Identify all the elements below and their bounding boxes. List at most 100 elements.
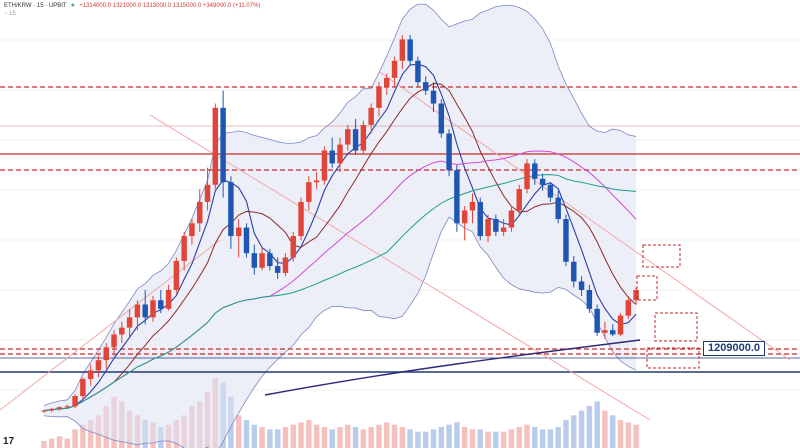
volume-bar	[578, 410, 585, 448]
candle-body	[235, 227, 242, 237]
symbol-label: ETH/KRW · 15 · UPBIT	[4, 3, 67, 9]
indicator-label: ~ 15	[4, 11, 16, 17]
volume-bar	[48, 438, 55, 448]
bollinger-lower	[43, 216, 637, 448]
candle-body	[532, 163, 538, 179]
candle-body	[111, 334, 117, 348]
volume-bar	[290, 424, 296, 448]
volume-bar	[352, 427, 359, 448]
volume-bar	[500, 431, 507, 448]
candle-body	[407, 39, 413, 61]
candle-body	[539, 178, 546, 185]
volume-bar	[547, 429, 554, 448]
volume-bar	[415, 431, 421, 448]
candle-body	[391, 60, 398, 78]
volume-bar	[430, 429, 437, 448]
volume-bar	[235, 415, 242, 448]
volume-bar	[610, 415, 616, 448]
trend-line	[0, 239, 221, 411]
volume-bar	[321, 427, 328, 448]
candle-body	[500, 227, 507, 232]
trend-lines	[0, 71, 791, 421]
candle-body	[422, 82, 429, 91]
volume-bar	[345, 424, 351, 448]
candle-body	[571, 261, 577, 282]
candle-body	[80, 378, 86, 397]
candle-body	[142, 304, 148, 318]
candle-body	[384, 77, 390, 87]
target-boxes	[636, 244, 700, 369]
volume-bar	[337, 427, 343, 448]
candle-body	[197, 201, 203, 224]
volume-bar	[493, 431, 499, 448]
volume-bar	[477, 429, 483, 448]
volume-bar	[524, 424, 530, 448]
volume-bar	[80, 424, 86, 448]
volume-bar	[87, 420, 94, 448]
bollinger-bands	[43, 3, 637, 448]
candle-body	[594, 308, 600, 333]
volume-bar	[274, 429, 281, 448]
volume-bar	[571, 415, 577, 448]
candle-body	[329, 150, 335, 164]
candle-body	[368, 107, 374, 125]
candle-body	[493, 219, 499, 232]
candle-body	[446, 133, 452, 171]
ma-mid	[43, 82, 637, 412]
candle-body	[72, 396, 78, 407]
candle-body	[251, 253, 258, 268]
star-icon[interactable]: ★	[70, 3, 76, 9]
candle-body	[555, 197, 561, 219]
volume-bar	[384, 422, 390, 448]
volume-bar	[586, 406, 593, 448]
volume-bar	[41, 441, 47, 448]
candle-body	[267, 253, 273, 267]
candle-body	[313, 180, 320, 183]
ma-long	[264, 339, 641, 396]
volume-bar	[563, 420, 569, 448]
target-box	[642, 244, 681, 268]
candle-body	[274, 266, 281, 273]
volume-bar	[251, 424, 258, 448]
volume-bar	[391, 424, 398, 448]
volume-bar	[243, 420, 250, 448]
candle-body	[516, 189, 522, 211]
candle-body	[508, 210, 515, 228]
candle-body	[345, 129, 351, 145]
ohlc-readout: +1314000.0 1321000.0 1313000.0 1315000.0…	[79, 3, 261, 9]
candle-body	[633, 289, 639, 301]
volume-bar	[329, 429, 335, 448]
candle-body	[563, 219, 569, 262]
candle-body	[243, 227, 250, 254]
candle-body	[586, 289, 593, 309]
volume-bar	[625, 422, 632, 448]
candle-body	[376, 86, 382, 108]
volume-bar	[313, 424, 320, 448]
candle-body	[87, 370, 94, 379]
candle-body	[469, 201, 476, 211]
candle-body	[337, 144, 343, 164]
candle-body	[578, 281, 585, 290]
candle-body	[220, 107, 226, 183]
volume-bar	[594, 401, 600, 448]
candle-body	[119, 327, 125, 335]
candle-body	[430, 90, 437, 104]
candle-body	[524, 163, 530, 190]
candle-body	[173, 260, 180, 290]
candle-body	[306, 182, 312, 202]
target-box	[654, 312, 698, 342]
volume-bar	[539, 429, 546, 448]
volume-bar	[360, 429, 367, 448]
volume-bar	[516, 427, 522, 448]
volume-bar	[461, 427, 468, 448]
price-label: 1209000.0	[703, 341, 765, 356]
candle-body	[290, 236, 296, 258]
trend-line	[149, 114, 651, 421]
candle-body	[134, 304, 141, 318]
volume-bar	[267, 429, 273, 448]
candle-body	[126, 317, 133, 328]
candle-body	[212, 107, 219, 185]
candle-body	[95, 360, 102, 371]
candle-body	[228, 182, 234, 237]
